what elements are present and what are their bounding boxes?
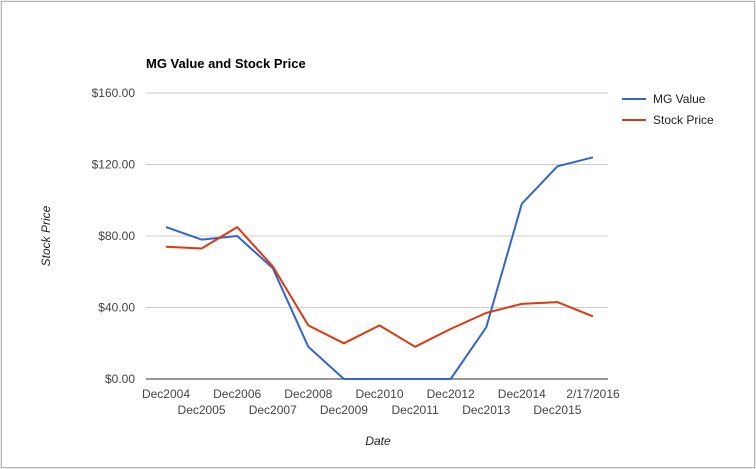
- y-tick-label: $80.00: [98, 229, 135, 243]
- x-tick-label: Dec2007: [249, 403, 297, 417]
- x-tick-label: Dec2011: [392, 403, 439, 417]
- x-tick-label: Dec2013: [462, 403, 510, 417]
- x-tick-label: Dec2008: [284, 387, 332, 401]
- y-axis-title: Stock Price: [39, 205, 53, 266]
- x-tick-label: Dec2009: [320, 403, 368, 417]
- y-tick-label: $160.00: [92, 86, 136, 100]
- x-tick-label: Dec2010: [355, 387, 403, 401]
- y-tick-label: $120.00: [92, 158, 136, 172]
- x-tick-label: Dec2005: [178, 403, 226, 417]
- series-line-1: [165, 226, 594, 348]
- x-tick-label: Dec2015: [533, 403, 581, 417]
- series-line-0: [165, 156, 594, 380]
- x-tick-label: Dec2006: [213, 387, 261, 401]
- x-tick-label: Dec2012: [427, 387, 475, 401]
- x-tick-label: Dec2004: [142, 387, 190, 401]
- y-axis-ticks: $0.00 $40.00 $80.00 $120.00 $160.00: [92, 86, 136, 386]
- legend-label: Stock Price: [653, 113, 714, 127]
- grid-lines: [146, 92, 608, 380]
- x-tick-label: Dec2014: [498, 387, 546, 401]
- x-axis-title: Date: [365, 434, 391, 448]
- legend: MG Value Stock Price: [622, 92, 714, 127]
- x-axis-ticks: Dec2004 Dec2005 Dec2006 Dec2007 Dec2008 Dec20…: [142, 387, 620, 417]
- chart-title: MG Value and Stock Price: [146, 56, 306, 71]
- x-tick-label: 2/17/2016: [566, 387, 620, 401]
- y-tick-label: $0.00: [105, 372, 135, 386]
- legend-label: MG Value: [653, 92, 706, 106]
- series-lines: [165, 156, 594, 380]
- y-tick-label: $40.00: [98, 301, 135, 315]
